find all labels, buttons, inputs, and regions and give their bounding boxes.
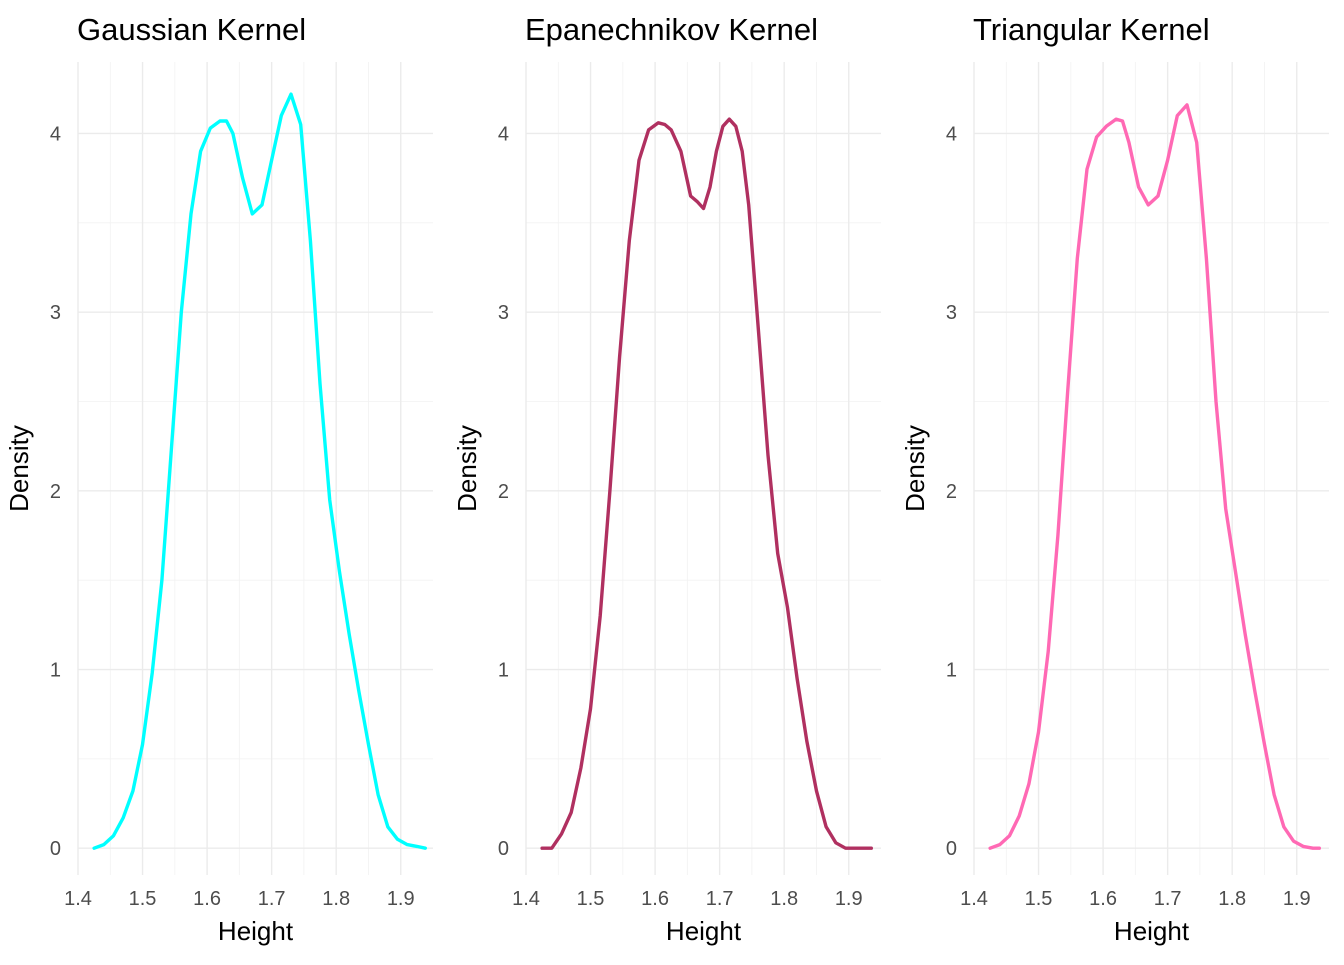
x-tick-label: 1.6	[1089, 888, 1117, 910]
y-tick-label: 2	[946, 481, 957, 503]
panel-2: 1.4 1.5 1.6 1.7 1.8 1.9 0 1 2 3 4 Epanechnikov Kern…	[452, 12, 881, 946]
y-tick-label: 0	[498, 838, 509, 860]
y-tick-label: 3	[946, 302, 957, 324]
x-tick-label: 1.6	[641, 888, 669, 910]
y-axis-title: Density	[4, 425, 34, 512]
x-tick-label: 1.9	[387, 888, 415, 910]
density-line	[540, 117, 873, 850]
x-axis-title: Height	[1114, 916, 1190, 946]
x-axis-title: Height	[218, 916, 294, 946]
panel-3: 1.4 1.5 1.6 1.7 1.8 1.9 0 1 2 3 4 Triangular Kernel…	[900, 12, 1329, 946]
density-line	[92, 92, 427, 850]
y-tick-label: 1	[946, 660, 957, 682]
density-line	[988, 103, 1322, 850]
y-tick-label: 3	[498, 302, 509, 324]
panel-1: 1.4 1.5 1.6 1.7 1.8 1.9 0 1 2 3 4 Gaussian Kernel He…	[4, 12, 433, 946]
y-axis-title: Density	[900, 425, 930, 512]
x-tick-label: 1.5	[577, 888, 605, 910]
y-tick-label: 1	[498, 660, 509, 682]
x-tick-label: 1.7	[258, 888, 286, 910]
y-tick-label: 4	[50, 123, 61, 145]
panel-title: Gaussian Kernel	[77, 12, 306, 47]
x-tick-label: 1.8	[1218, 888, 1246, 910]
y-tick-label: 3	[50, 302, 61, 324]
y-tick-label: 2	[50, 481, 61, 503]
y-axis-title: Density	[452, 425, 482, 512]
x-tick-label: 1.5	[1025, 888, 1053, 910]
x-tick-label: 1.9	[835, 888, 863, 910]
x-axis-title: Height	[666, 916, 742, 946]
y-tick-label: 2	[498, 481, 509, 503]
x-tick-label: 1.9	[1283, 888, 1311, 910]
y-tick-label: 0	[946, 838, 957, 860]
panel-title: Epanechnikov Kernel	[525, 12, 818, 47]
y-tick-label: 4	[498, 123, 509, 145]
x-tick-label: 1.8	[322, 888, 350, 910]
x-tick-label: 1.6	[193, 888, 221, 910]
x-tick-label: 1.4	[512, 888, 540, 910]
panel-title: Triangular Kernel	[973, 12, 1210, 47]
y-tick-label: 0	[50, 838, 61, 860]
x-tick-label: 1.7	[1154, 888, 1182, 910]
y-tick-label: 1	[50, 660, 61, 682]
x-tick-label: 1.4	[960, 888, 988, 910]
x-tick-label: 1.4	[64, 888, 92, 910]
y-tick-label: 4	[946, 123, 957, 145]
x-tick-label: 1.7	[706, 888, 734, 910]
x-tick-label: 1.5	[129, 888, 157, 910]
x-tick-label: 1.8	[770, 888, 798, 910]
